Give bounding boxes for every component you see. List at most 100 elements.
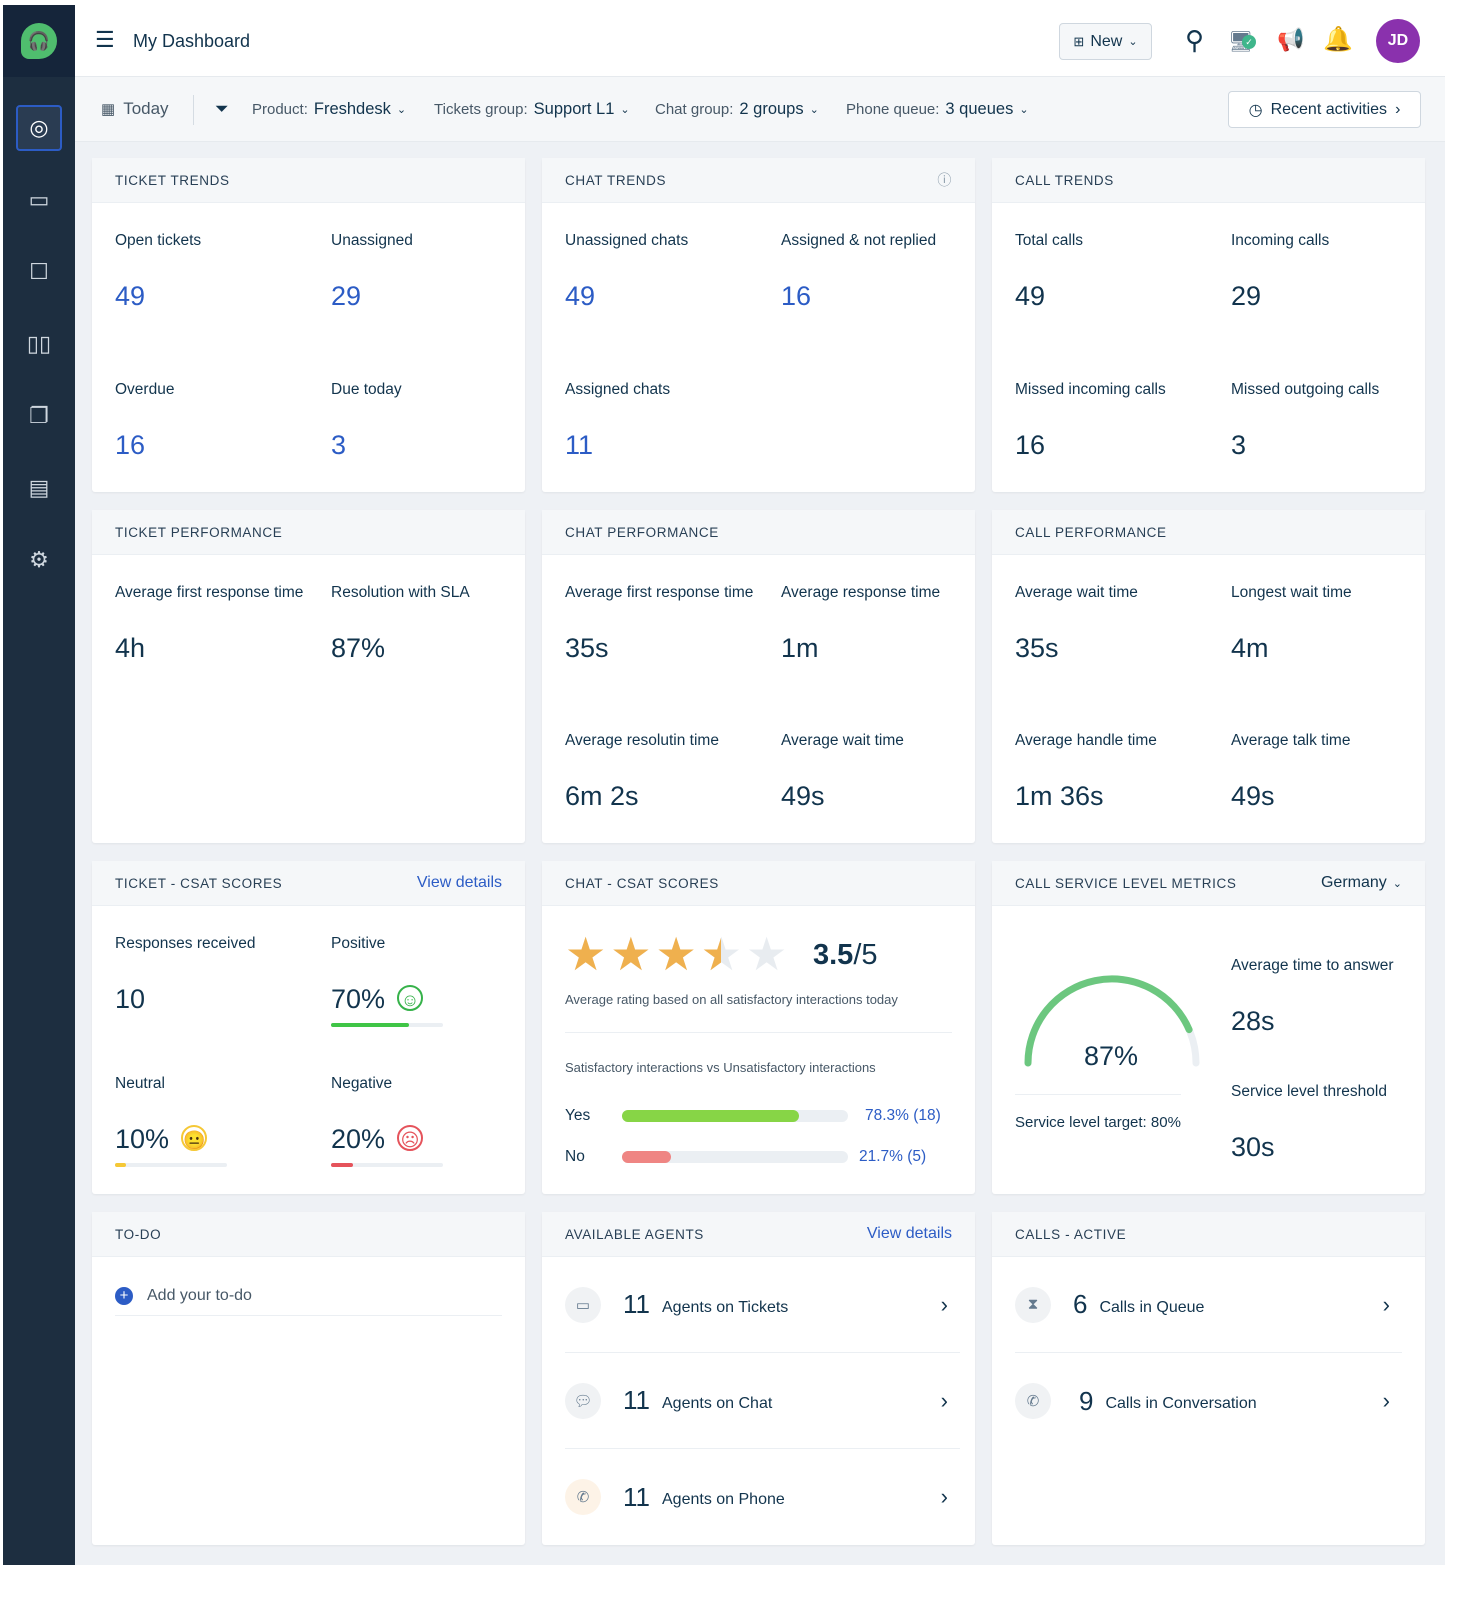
agent-count: 11 [623,1289,650,1319]
reports-icon[interactable]: ▤ [28,475,50,500]
metric-value[interactable]: 49 [115,281,146,311]
plus-circle-icon: + [115,1286,133,1305]
metric-label: Due today [331,381,402,398]
metric-label: Total calls [1015,232,1084,249]
notification-bell-icon[interactable]: 🔔 [1323,26,1353,53]
neutral-face-icon: 😐 [181,1124,208,1151]
sad-face-icon: ☹ [397,1124,424,1151]
card-title: CHAT - CSAT SCORES [565,875,719,891]
metric-label: Overdue [115,381,175,398]
new-button[interactable]: ⊞ New ⌄ [1059,23,1152,60]
card-title: TICKET TRENDS [115,172,230,188]
positive-bar [331,1023,443,1027]
chat-bubble-icon: 💬︎ [565,1382,601,1419]
metric-label: Average talk time [1231,732,1351,749]
history-icon: ◷ [1248,101,1263,119]
add-todo-input[interactable]: + Add your to-do [115,1276,502,1316]
metric-value[interactable]: 16 [115,430,146,460]
view-details-link[interactable]: View details [866,1225,952,1242]
service-level-target: Service level target: 80% [1015,1114,1181,1131]
metric-label: Incoming calls [1231,232,1330,249]
call-service-level-card: CALL SERVICE LEVEL METRICS Germany ⌄ 87% S… [992,861,1425,1194]
metric-value[interactable]: 3 [331,430,347,460]
knowledge-base-icon[interactable]: ▯▯ [26,331,52,356]
calls-in-conversation-row[interactable]: ✆ 9 Calls in Conversation › [1015,1353,1402,1449]
dashboard-icon[interactable]: ◎ [16,105,62,151]
agents-tickets-row[interactable]: ▭ 11 Agents on Tickets › [565,1257,960,1353]
no-label: No [565,1148,585,1165]
negative-bar [331,1163,443,1167]
new-label: New [1090,32,1123,50]
chat-icon[interactable]: ❐ [29,403,49,428]
metric-value: 4h [115,633,146,663]
rating-max: /5 [853,939,878,971]
calls-in-queue-row[interactable]: ⧗ 6 Calls in Queue › [1015,1257,1402,1353]
call-count: 9 [1079,1385,1094,1416]
tickets-icon[interactable]: ▭ [28,187,50,212]
calls-active-card: CALLS - ACTIVE ⧗ 6 Calls in Queue › ✆ 9 Calls… [992,1212,1425,1545]
metric-label: Average response time [781,584,941,601]
metric-label: Average first response time [565,584,754,601]
phone-icon: ✆ [565,1479,601,1515]
top-bar: ☰ My Dashboard ⊞ New ⌄ ⚲ 🖥 ✓ 📢 🔔 JD [75,5,1445,77]
agents-phone-row[interactable]: ✆ 11 Agents on Phone › [565,1449,960,1545]
agents-chat-row[interactable]: 💬︎ 11 Agents on Chat › [565,1353,960,1449]
menu-icon[interactable]: ☰ [95,27,115,52]
contacts-icon[interactable]: ☐ [29,259,49,284]
threshold-value: 30s [1231,1132,1275,1162]
call-performance-card: CALL PERFORMANCE Average wait time 35s L… [992,510,1425,843]
agent-label: Agents on Tickets [662,1298,789,1316]
card-title: CHAT PERFORMANCE [565,524,719,540]
region-dropdown[interactable]: Germany ⌄ [1321,874,1402,892]
star-icon: ★★ [565,928,607,980]
view-details-link[interactable]: View details [416,874,502,891]
recent-activities-button[interactable]: ◷ Recent activities › [1228,91,1421,128]
sidebar: 🎧 ◎ ▭ ☐ ▯▯ ❐ ▤ ⚙ [3,5,75,1565]
product-label: Product: [252,101,308,118]
search-icon[interactable]: ⚲ [1185,25,1205,55]
agent-label: Agents on Phone [662,1491,785,1508]
yes-value: 78.3% (18) [865,1107,941,1124]
card-title: CALLS - ACTIVE [1015,1226,1127,1242]
positive-value: 70% [331,984,386,1014]
chevron-right-icon: › [1382,1388,1390,1413]
announcement-icon[interactable]: 📢 [1277,27,1305,52]
avg-answer-value: 28s [1231,1006,1275,1036]
headset-logo-icon[interactable]: 🎧 [21,23,57,59]
card-title: AVAILABLE AGENTS [565,1226,704,1242]
tickets-group-label: Tickets group: [434,101,528,118]
agent-status-icon[interactable]: 🖥 ✓ [1228,29,1256,54]
card-title: TICKET - CSAT SCORES [115,875,283,891]
gauge-value: 87% [1084,1041,1139,1071]
metric-label: Longest wait time [1231,584,1352,601]
settings-icon[interactable]: ⚙ [29,547,49,572]
avatar[interactable]: JD [1376,19,1420,63]
date-filter[interactable]: ▦ Today [101,99,169,119]
metric-label: Missed outgoing calls [1231,381,1380,398]
ticket-performance-card: TICKET PERFORMANCE Average first respons… [92,510,525,843]
phone-queue-value: 3 queues [945,100,1014,118]
metric-label: Average wait time [1015,584,1138,601]
page-title: My Dashboard [133,31,251,51]
metric-value[interactable]: 11 [565,430,594,460]
info-icon[interactable]: ⓘ [937,172,952,188]
metric-value[interactable]: 16 [781,281,812,311]
metric-value: 49s [1231,781,1275,811]
negative-label: Negative [331,1075,393,1092]
add-todo-label: Add your to-do [147,1286,252,1304]
metric-value[interactable]: 49 [565,281,596,311]
metric-value: 49s [781,781,825,811]
call-label: Calls in Queue [1099,1298,1205,1316]
phone-queue-label: Phone queue: [846,101,940,118]
ticket-icon: ▭ [565,1286,601,1323]
tickets-group-filter[interactable]: Tickets group: Support L1 ⌄ [434,100,630,119]
phone-queue-filter[interactable]: Phone queue: 3 queues ⌄ [846,100,1029,119]
metric-label: Open tickets [115,232,202,249]
product-filter[interactable]: Product: Freshdesk ⌄ [252,100,406,119]
metric-value: 29 [1231,281,1262,311]
metric-value[interactable]: 29 [331,281,362,311]
chat-group-filter[interactable]: Chat group: 2 groups ⌄ [655,100,819,119]
filter-icon[interactable]: ⏷ [215,99,229,118]
metric-value: 87% [331,633,386,663]
neutral-value: 10% [115,1124,170,1154]
